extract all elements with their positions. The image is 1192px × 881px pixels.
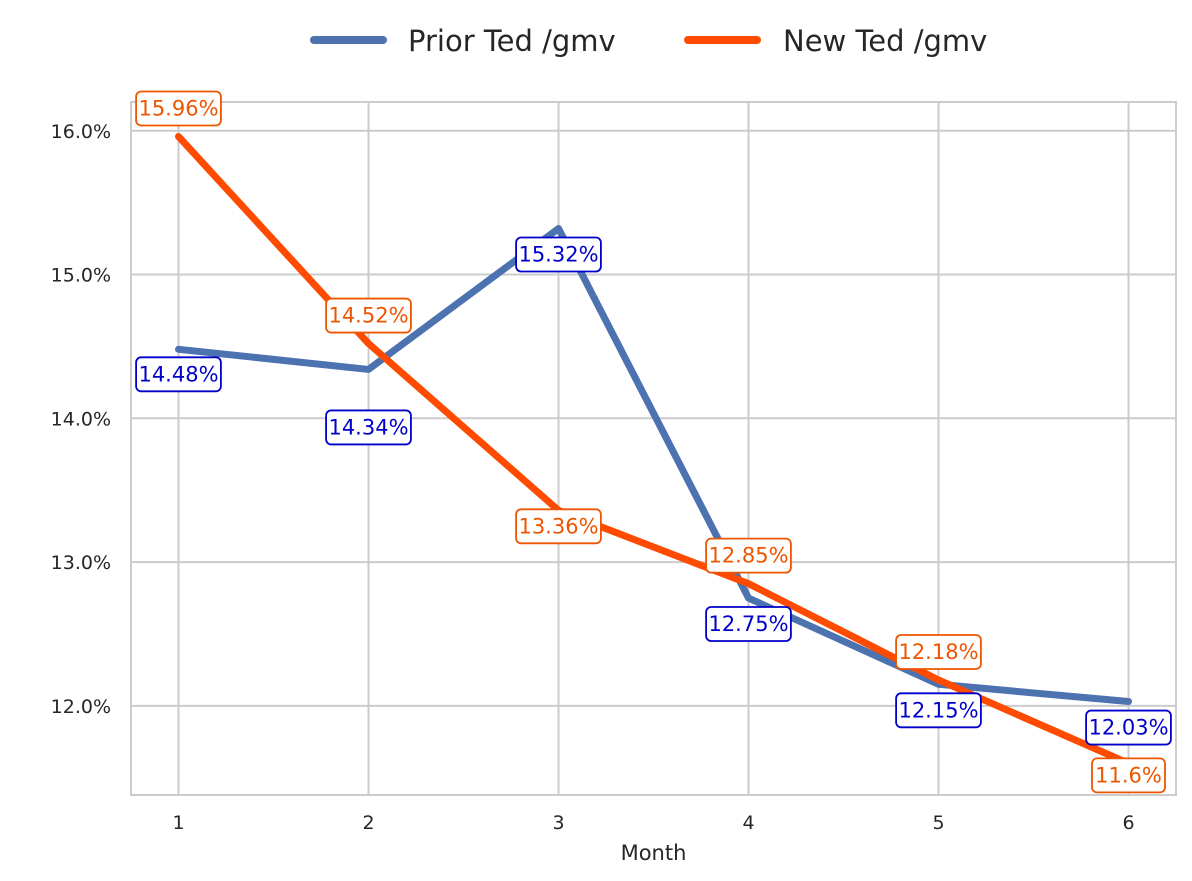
data-label-box	[705, 537, 792, 574]
data-label: 12.03%	[1085, 709, 1172, 746]
data-label-text: 15.96%	[138, 97, 218, 121]
data-label: 13.36%	[515, 508, 602, 545]
x-axis-title: Month	[621, 841, 687, 865]
y-tick-label: 16.0%	[51, 121, 111, 143]
data-label: 12.18%	[895, 634, 982, 670]
data-label-text: 11.6%	[1095, 763, 1162, 787]
data-label-box	[1085, 709, 1172, 746]
data-label-text: 14.34%	[328, 415, 408, 439]
data-label-box	[895, 634, 982, 670]
axis-ticks: 1 2 3 4 5 6 12.0% 13.0% 14.0% 15.0% 16.0%	[51, 121, 1135, 834]
data-label: 12.85%	[705, 537, 792, 574]
data-label-box	[515, 508, 602, 545]
data-label-box	[325, 409, 412, 446]
legend-item: Prior Ted /gmv	[310, 24, 616, 58]
data-label-text: 12.75%	[708, 612, 788, 636]
x-tick-label: 5	[932, 812, 944, 834]
data-label-box	[1091, 757, 1166, 794]
data-label-text: 12.15%	[898, 698, 978, 722]
y-tick-label: 14.0%	[51, 408, 111, 430]
x-tick-label: 1	[172, 812, 184, 834]
legend-item: New Ted /gmv	[684, 24, 987, 58]
x-tick-label: 2	[362, 812, 374, 834]
data-label: 15.32%	[515, 236, 602, 273]
data-label-text: 13.36%	[518, 514, 598, 538]
data-label-box	[895, 692, 982, 729]
x-tick-label: 3	[552, 812, 564, 834]
x-tick-label: 6	[1122, 812, 1134, 834]
series-line-new	[175, 133, 1132, 767]
plot-frame	[130, 101, 1177, 796]
legend: Prior Ted /gmv New Ted /gmv	[310, 24, 987, 58]
data-label-text: 12.85%	[708, 544, 788, 568]
legend-label: Prior Ted /gmv	[408, 24, 616, 58]
y-tick-label: 12.0%	[51, 696, 111, 718]
data-label-text: 12.18%	[898, 640, 978, 664]
data-label-box	[135, 356, 222, 393]
data-label-text: 14.52%	[328, 304, 408, 328]
data-label-box	[705, 606, 792, 642]
data-label-text: 12.03%	[1088, 716, 1168, 740]
data-label: 14.52%	[325, 297, 412, 334]
data-label-text: 14.48%	[138, 362, 218, 386]
y-tick-label: 13.0%	[51, 552, 111, 574]
data-label-box	[135, 90, 222, 127]
series-line-prior	[175, 225, 1132, 706]
data-label: 11.6%	[1091, 757, 1166, 794]
series-lines	[175, 133, 1132, 767]
data-labels: 14.48% 14.34% 15.32% 12.75% 12.15% 12.03% 15.9…	[135, 90, 1172, 794]
legend-label: New Ted /gmv	[783, 24, 987, 58]
data-label: 12.75%	[705, 606, 792, 642]
data-label: 14.34%	[325, 409, 412, 446]
data-label-box	[515, 236, 602, 273]
data-label: 12.15%	[895, 692, 982, 729]
data-label: 15.96%	[135, 90, 222, 127]
data-label: 14.48%	[135, 356, 222, 393]
data-label-text: 15.32%	[518, 243, 598, 267]
y-tick-label: 15.0%	[51, 265, 111, 287]
data-label-box	[325, 297, 412, 334]
x-tick-label: 4	[742, 812, 754, 834]
